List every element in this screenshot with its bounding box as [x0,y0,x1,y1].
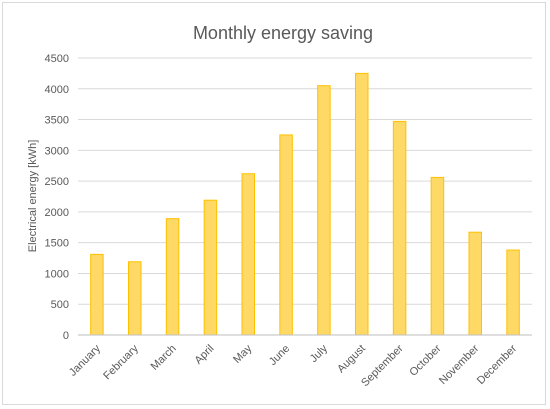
y-tick-label: 500 [51,299,69,311]
y-tick-label: 4000 [45,84,69,96]
x-tick-label: December [475,342,520,387]
x-tick-label: April [192,343,216,367]
y-axis-ticks: 0 500 1000 1500 2000 2500 3000 3500 4000 4500 [45,53,69,342]
y-tick-label: 4500 [45,53,69,65]
bar-october [430,176,445,336]
bar-september [392,120,407,336]
bar-april [203,199,218,336]
bar-july [317,85,331,336]
x-tick-label: January [67,342,104,379]
bars [90,72,520,336]
bar-november [468,231,482,336]
y-tick-label: 0 [63,330,69,342]
x-tick-label: March [149,343,179,373]
x-tick-label: November [437,342,482,387]
chart-title: Monthly energy saving [193,23,373,43]
bar-january [90,253,104,336]
x-tick-label: September [359,342,406,389]
y-tick-label: 3000 [45,145,69,157]
x-tick-label: June [267,343,292,368]
x-tick-label: October [407,342,443,378]
x-tick-label: July [308,342,331,365]
gridlines [78,57,532,305]
x-tick-label: May [231,342,255,366]
bar-june [279,134,293,336]
bar-august [355,72,369,336]
bar-december [506,249,520,336]
x-tick-label: August [335,343,368,376]
y-tick-label: 2000 [45,207,69,219]
y-tick-label: 2500 [45,176,69,188]
bar-march [165,218,180,336]
bar-february [128,261,142,336]
bar-may [241,173,255,336]
y-tick-label: 3500 [45,115,69,127]
y-axis-label: Electrical energy [kWh] [27,140,39,252]
y-tick-label: 1500 [45,238,69,250]
chart-frame [2,2,546,405]
x-tick-label: February [101,342,141,382]
y-tick-label: 1000 [45,268,69,280]
